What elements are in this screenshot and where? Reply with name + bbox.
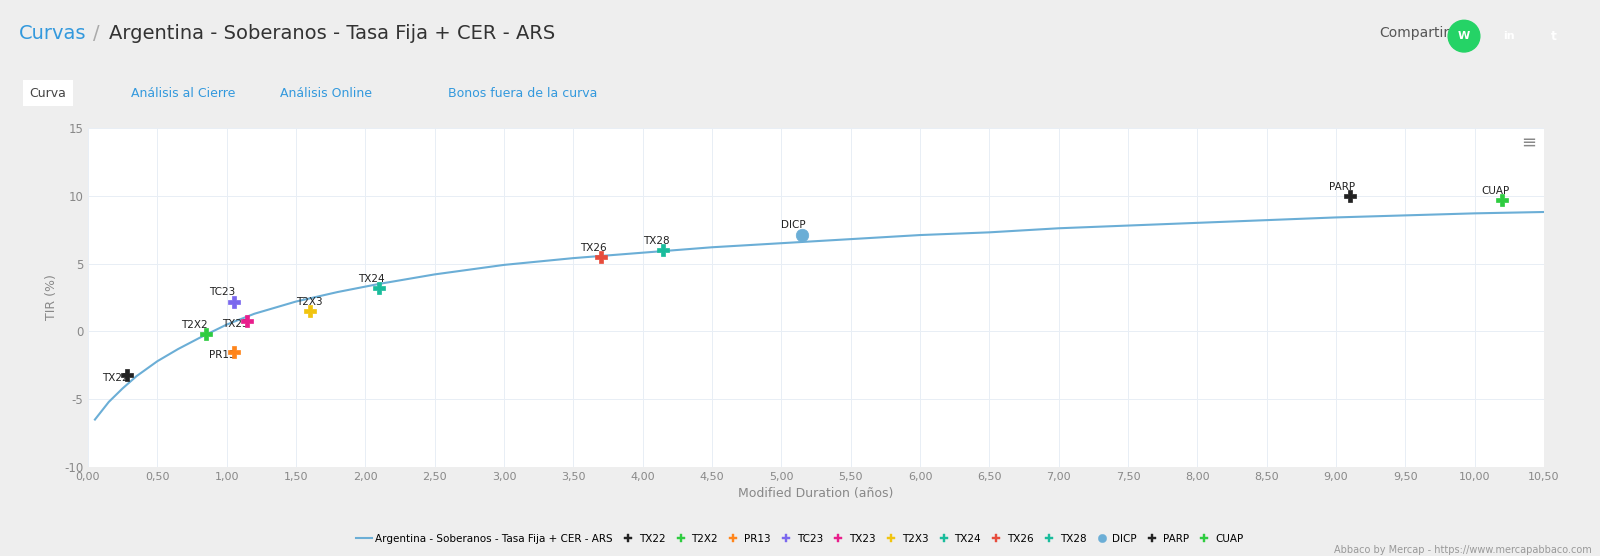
Text: TX23: TX23 — [222, 319, 250, 329]
Text: Argentina - Soberanos - Tasa Fija + CER - ARS: Argentina - Soberanos - Tasa Fija + CER … — [109, 24, 555, 43]
Text: W: W — [1458, 31, 1470, 41]
Text: TX28: TX28 — [643, 236, 669, 246]
Text: T2X3: T2X3 — [296, 297, 323, 307]
Legend: Argentina - Soberanos - Tasa Fija + CER - ARS, TX22, T2X2, PR13, TC23, TX23, T2X: Argentina - Soberanos - Tasa Fija + CER … — [352, 530, 1248, 548]
Text: Curva: Curva — [29, 87, 67, 100]
Text: in: in — [1502, 31, 1515, 41]
Text: T2X2: T2X2 — [181, 320, 208, 330]
Text: TX22: TX22 — [102, 373, 128, 383]
Text: PARP: PARP — [1330, 182, 1355, 192]
Text: TX26: TX26 — [581, 242, 606, 252]
Text: DICP: DICP — [781, 220, 806, 230]
Text: t: t — [1550, 29, 1557, 43]
Text: /: / — [93, 24, 99, 43]
Text: TX24: TX24 — [358, 274, 386, 284]
X-axis label: Modified Duration (años): Modified Duration (años) — [738, 488, 894, 500]
Text: Compartir: Compartir — [1379, 26, 1450, 40]
Y-axis label: TIR (%): TIR (%) — [45, 275, 58, 320]
Text: CUAP: CUAP — [1482, 186, 1510, 196]
Text: Bonos fuera de la curva: Bonos fuera de la curva — [448, 87, 597, 100]
Text: Análisis Online: Análisis Online — [280, 87, 371, 100]
Text: TC23: TC23 — [208, 287, 235, 297]
Text: Análisis al Cierre: Análisis al Cierre — [131, 87, 235, 100]
Text: ≡: ≡ — [1522, 133, 1536, 151]
Circle shape — [1448, 21, 1480, 52]
Text: Abbaco by Mercap - https://www.mercapabbaco.com: Abbaco by Mercap - https://www.mercapabb… — [1334, 545, 1592, 555]
Text: Curvas: Curvas — [19, 24, 86, 43]
Text: PR13: PR13 — [208, 350, 235, 360]
